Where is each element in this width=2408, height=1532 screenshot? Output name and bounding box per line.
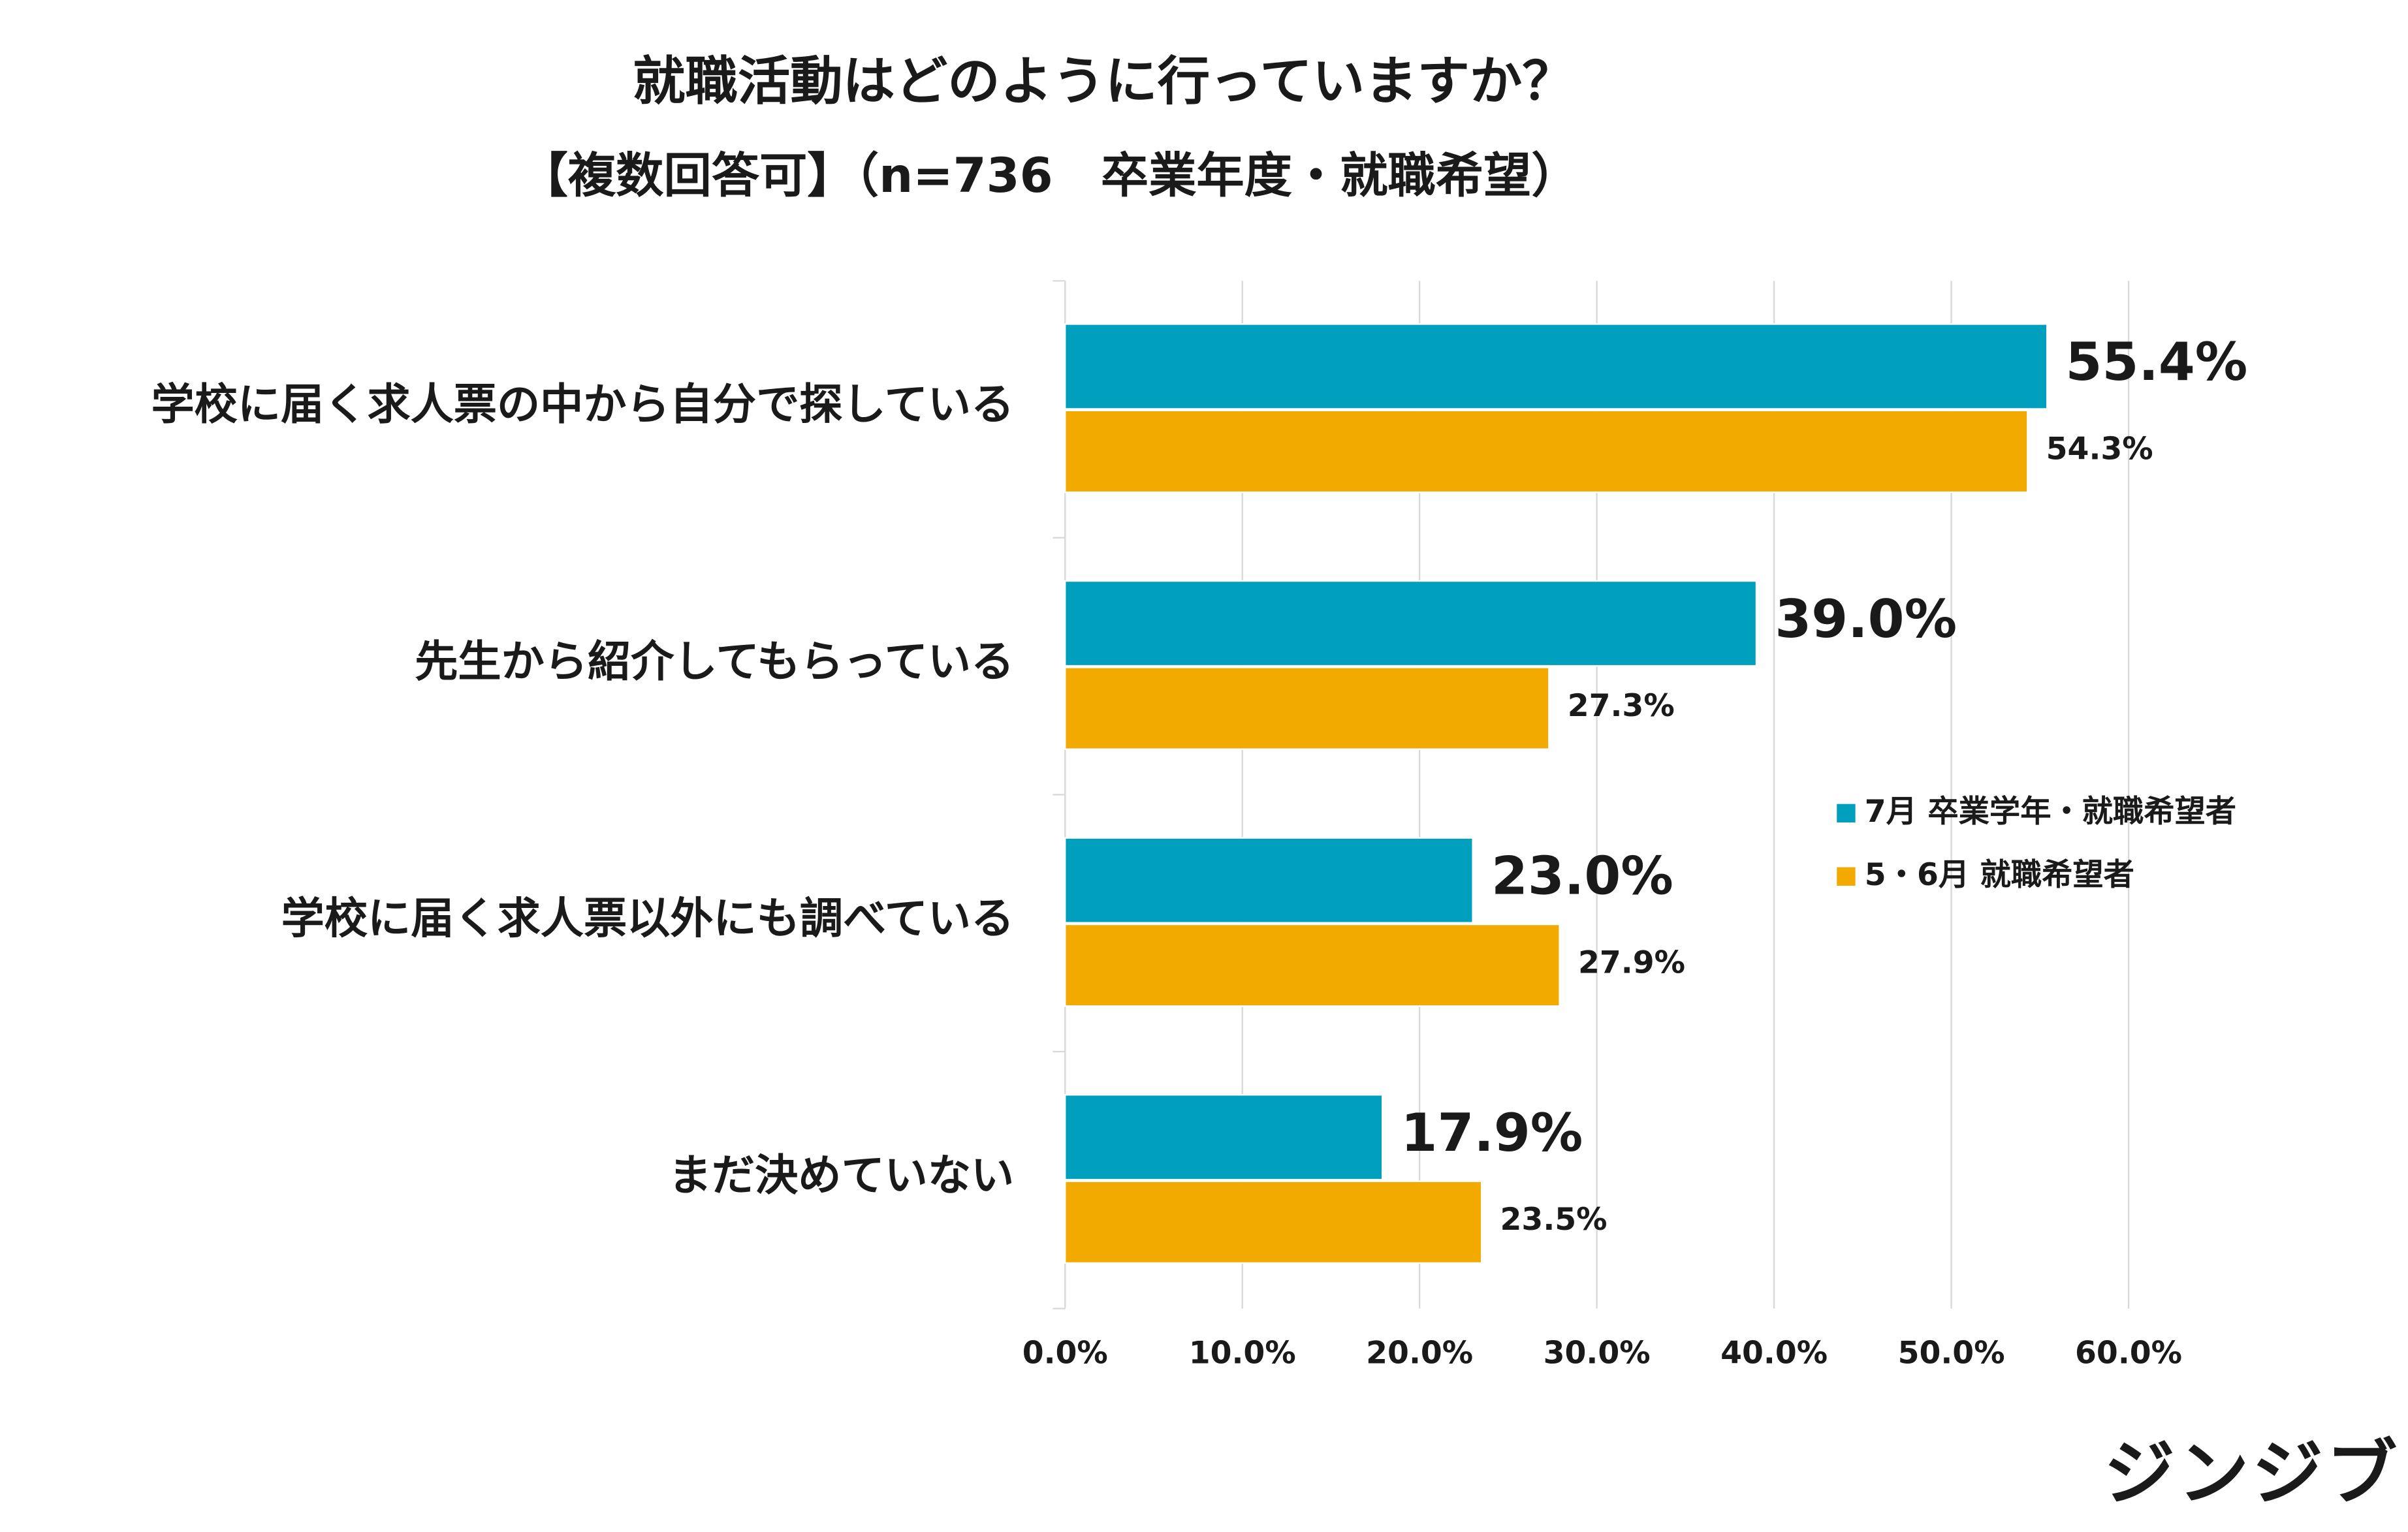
legend-label: 7月 卒業学年・就職希望者	[1865, 794, 2236, 830]
legend-swatch	[1837, 804, 1856, 823]
bar	[1064, 923, 1560, 1007]
bar	[1064, 323, 2048, 410]
data-label: 39.0%	[1775, 588, 1957, 649]
x-tick-label: 40.0%	[1720, 1336, 1828, 1371]
legend-label: 5・6月 就職希望者	[1865, 857, 2134, 893]
data-label: 54.3%	[2046, 431, 2153, 467]
chart-title: 就職活動はどのように行っていますか？	[633, 50, 1574, 112]
data-label: 27.9%	[1578, 945, 1685, 981]
x-tick-label: 30.0%	[1544, 1336, 1651, 1371]
x-tick-label: 60.0%	[2075, 1336, 2182, 1371]
x-tick-label: 20.0%	[1366, 1336, 1473, 1371]
x-tick-label: 50.0%	[1898, 1336, 2005, 1371]
legend-swatch	[1837, 867, 1856, 886]
bar	[1064, 666, 1550, 750]
data-label: 55.4%	[2066, 331, 2248, 392]
data-label: 27.3%	[1568, 688, 1675, 724]
bar	[1064, 409, 2029, 493]
category-label: まだ決めていない	[669, 1150, 1015, 1200]
category-label: 学校に届く求人票の中から自分で探している	[151, 379, 1014, 430]
category-label: 学校に届く求人票以外にも調べている	[281, 893, 1015, 943]
data-label: 23.5%	[1500, 1202, 1608, 1238]
data-label: 17.9%	[1401, 1102, 1583, 1163]
brand-logo: ジンジブ	[2104, 1432, 2400, 1515]
data-label: 23.0%	[1491, 845, 1673, 906]
bar	[1064, 1180, 1483, 1264]
category-label: 先生から紹介してもらっている	[415, 636, 1014, 687]
bar	[1064, 837, 1474, 924]
bar	[1064, 1094, 1384, 1181]
x-tick-label: 10.0%	[1189, 1336, 1296, 1371]
x-tick-label: 0.0%	[1022, 1336, 1108, 1371]
chart-subtitle: 【複数回答可】（n=736 卒業年度・就職希望）	[520, 148, 1579, 204]
bar	[1064, 580, 1758, 667]
